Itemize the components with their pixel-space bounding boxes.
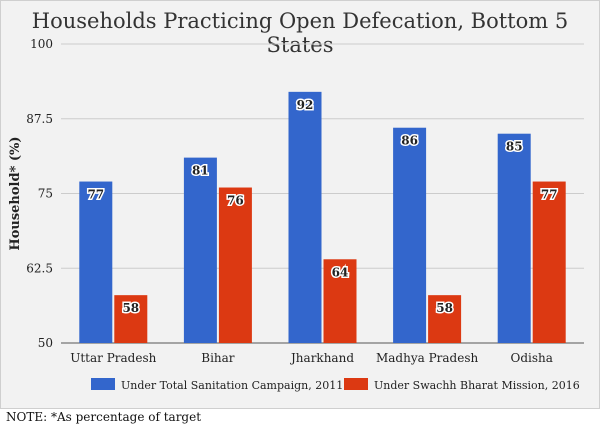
y-tick-label: 100 [30,37,53,51]
data-label: 77 [541,188,558,202]
bar [497,133,531,343]
y-tick-label: 50 [38,336,53,350]
data-label: 76 [227,194,244,208]
footnote: NOTE: *As percentage of target [6,410,202,424]
legend-swatch [91,378,115,390]
x-tick-label: Bihar [201,351,235,365]
x-tick-label: Madhya Pradesh [376,351,479,365]
data-label: 85 [506,140,523,154]
legend-label: Under Total Sanitation Campaign, 2011 [121,379,343,392]
bar [532,181,566,343]
data-label: 58 [122,301,139,315]
legend-label: Under Swachh Bharat Mission, 2016 [374,379,580,392]
y-tick-label: 62.5 [26,261,53,275]
bar [393,127,427,343]
y-axis-label: Household* (%) [8,136,23,250]
bar [183,157,217,343]
legend-swatch [344,378,368,390]
y-tick-label: 87.5 [26,112,53,126]
x-tick-label: Odisha [510,351,552,365]
bar [428,295,462,343]
bar [218,187,252,343]
bar [323,259,357,343]
x-tick-label: Jharkhand [289,351,354,365]
bar [79,181,113,343]
bar [288,91,322,343]
data-label: 64 [332,265,349,279]
bar [114,295,148,343]
chart-title: Households Practicing Open Defecation, B… [31,9,569,57]
x-tick-label: Uttar Pradesh [70,351,156,365]
data-label: 81 [192,164,209,178]
bar-chart: 50 62.5 75 87.5 100 Household* (%) 77 58 Uttar P… [8,37,584,392]
y-tick-label: 75 [38,187,53,201]
chart-frame: Households Practicing Open Defecation, B… [0,0,600,409]
data-label: 86 [401,134,418,148]
data-label: 58 [436,301,453,315]
data-label: 92 [297,98,314,112]
data-label: 77 [87,188,104,202]
